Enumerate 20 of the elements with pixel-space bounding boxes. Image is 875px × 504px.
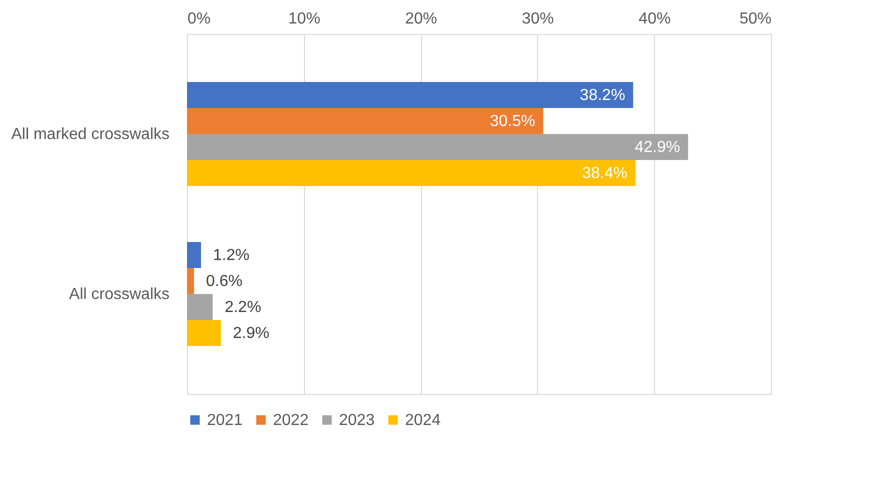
data-label: 0.6% (206, 273, 242, 290)
data-label: 2.9% (232, 325, 270, 342)
legend-label: 2024 (405, 412, 441, 429)
legend-label: 2021 (207, 412, 243, 429)
x-tick-label: 30% (522, 10, 554, 28)
x-tick-label: 50% (739, 10, 772, 28)
x-tick-label: 40% (638, 10, 671, 28)
data-label: 38.2% (580, 87, 626, 104)
data-label: 2.2% (224, 299, 262, 316)
y-tick-label: All crosswalks (69, 286, 170, 303)
data-label: 38.4% (582, 165, 628, 182)
x-tick-label: 20% (405, 10, 438, 28)
x-tick-label: 0% (188, 10, 211, 28)
legend-label: 2023 (339, 412, 375, 429)
legend-label: 2022 (273, 412, 309, 429)
data-label: 1.2% (213, 247, 250, 264)
data-label: 30.5% (490, 113, 536, 130)
data-label: 42.9% (634, 139, 680, 156)
y-tick-label: All marked crosswalks (11, 126, 170, 143)
x-tick-label: 10% (288, 10, 320, 28)
